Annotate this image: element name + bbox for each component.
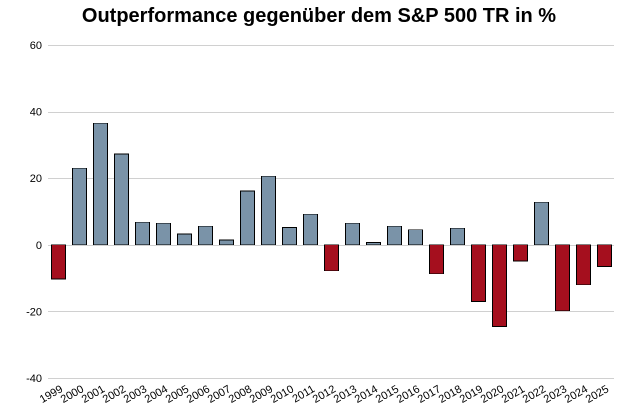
y-tick-label: 40 bbox=[30, 107, 42, 119]
bar-2018 bbox=[450, 227, 465, 246]
gridlines bbox=[48, 45, 614, 379]
bar-2011 bbox=[303, 213, 318, 246]
bar-2017 bbox=[429, 244, 444, 275]
x-tick-label: 2025 bbox=[584, 383, 611, 406]
chart-title: Outperformance gegenüber dem S&P 500 TR … bbox=[82, 5, 556, 27]
y-tick-label: 60 bbox=[30, 40, 42, 52]
bar-2013 bbox=[345, 222, 360, 246]
bar-2022 bbox=[534, 201, 549, 246]
bar-2006 bbox=[198, 225, 213, 246]
y-tick-label: -20 bbox=[26, 306, 42, 318]
bar-2009 bbox=[261, 175, 276, 246]
bar-2000 bbox=[72, 167, 87, 246]
bar-2014 bbox=[366, 242, 381, 246]
bar-2007 bbox=[219, 239, 234, 246]
bar-2003 bbox=[135, 221, 150, 246]
x-axis-tick-labels: 1999200020012002200320042005200620072008… bbox=[38, 383, 611, 406]
bar-2001 bbox=[93, 122, 108, 246]
bar-2015 bbox=[387, 225, 402, 246]
bar-2002 bbox=[114, 153, 129, 246]
y-tick-label: -40 bbox=[26, 373, 42, 385]
bar-2021 bbox=[513, 244, 528, 262]
bar-2020 bbox=[492, 244, 507, 327]
bar-2005 bbox=[177, 233, 192, 246]
bar-2008 bbox=[240, 190, 255, 246]
bar-2004 bbox=[156, 222, 171, 246]
bar-2025 bbox=[597, 244, 612, 267]
bar-2023 bbox=[555, 244, 570, 312]
bar-2016 bbox=[408, 229, 423, 246]
bar-2012 bbox=[324, 244, 339, 272]
y-tick-label: 20 bbox=[30, 173, 42, 185]
bars bbox=[51, 122, 612, 327]
bar-1999 bbox=[51, 244, 66, 280]
bar-2019 bbox=[471, 244, 486, 302]
bar-2024 bbox=[576, 244, 591, 286]
bar-2010 bbox=[282, 227, 297, 246]
y-tick-label: 0 bbox=[36, 240, 42, 252]
y-axis-tick-labels: 60 40 20 0 -20 -40 bbox=[26, 40, 42, 385]
